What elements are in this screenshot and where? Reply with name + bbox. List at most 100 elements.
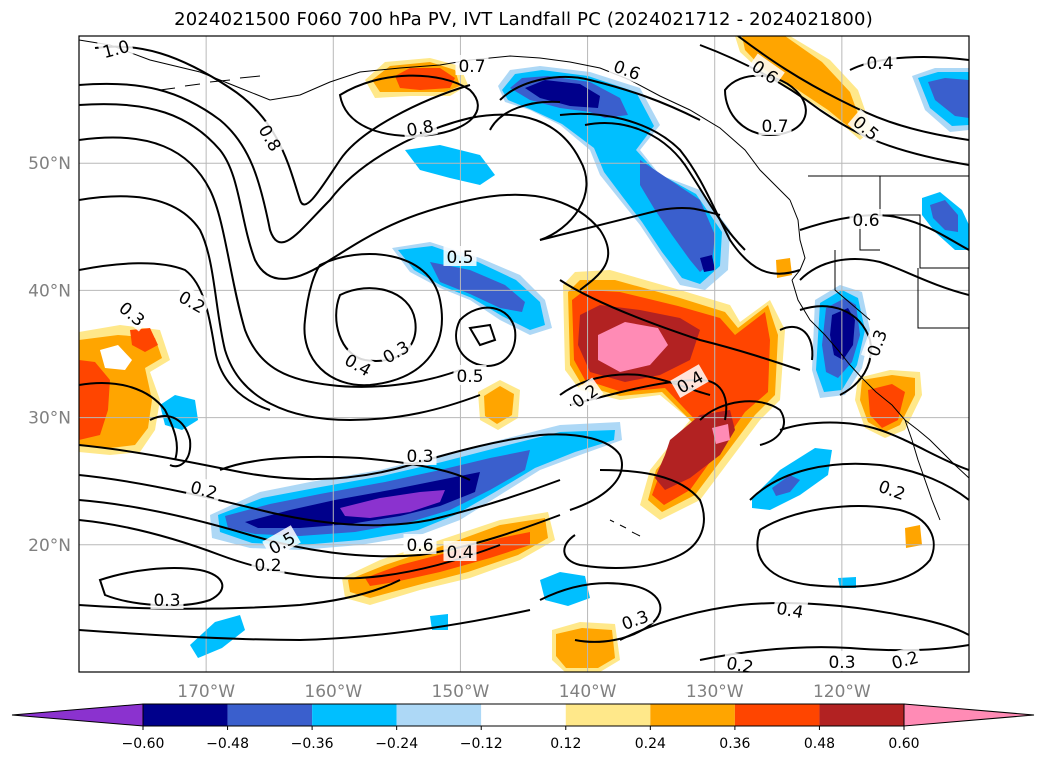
- contour-line: [79, 381, 178, 461]
- coastline-hawaii: [609, 519, 641, 537]
- contour-label-bg: [772, 596, 809, 622]
- contour-label-bg: [722, 651, 759, 672]
- contour-line: [468, 323, 497, 347]
- shade-negative-ne2-mid: [930, 200, 958, 232]
- contour-label-bg: [97, 36, 135, 62]
- contour-label-text: 0.3: [406, 447, 433, 467]
- contour-line: [79, 433, 623, 511]
- contour-label-text: 0.3: [153, 591, 180, 611]
- contour-label-bg: [443, 541, 477, 561]
- lon-tick-label: 120°W: [813, 682, 871, 702]
- contour-label-bg: [863, 52, 897, 72]
- shade-positive-small-a: [905, 525, 922, 548]
- lon-tick-label: 160°W: [304, 682, 362, 702]
- coastline-alaska: [79, 39, 791, 201]
- contour-label-bg: [849, 209, 883, 229]
- contour-label-bg: [150, 589, 184, 609]
- colorbar-segment: [143, 704, 228, 726]
- contour-label-bg: [185, 475, 223, 503]
- contour-label: 0.6: [403, 534, 437, 556]
- contour-label-text: 0.2: [254, 556, 281, 576]
- shade-negative-band-purple: [340, 490, 445, 518]
- contour-line: [98, 567, 224, 607]
- colorbar-segment: [650, 704, 735, 726]
- colorbar-tick-label: −0.48: [206, 736, 249, 752]
- colorbar-tick-label: 0.60: [888, 736, 919, 752]
- contour-label-text: 0.6: [406, 536, 433, 556]
- colorbar-tick-label: 0.12: [550, 736, 581, 752]
- colorbar-outline: [142, 703, 905, 727]
- contour-line: [737, 36, 969, 141]
- contour-label-bg: [825, 651, 859, 671]
- contour-line: [303, 253, 443, 387]
- colorbar-tick-label: 0.36: [719, 736, 750, 752]
- coastline-bc: [789, 199, 806, 281]
- contour-label-bg: [873, 474, 912, 505]
- contour-line: [539, 206, 721, 241]
- shade-negative-north2: [405, 145, 495, 185]
- contour-label-text: 0.3: [828, 653, 855, 673]
- contour-line: [563, 469, 705, 569]
- contour-line: [79, 499, 561, 558]
- colorbar-extend-high: [903, 703, 1035, 727]
- colorbar-segment: [312, 704, 397, 726]
- contour-line: [749, 462, 969, 501]
- contour-label-text: 0.4: [446, 543, 473, 563]
- contour-line: [779, 325, 814, 361]
- contour-label-text: 0.5: [456, 367, 483, 387]
- colorbar-tick-label: −0.60: [122, 736, 165, 752]
- contour-label: 1.0: [97, 36, 135, 63]
- contour-label: 0.5: [443, 246, 477, 268]
- shade-negative-north-mid: [510, 76, 715, 272]
- contour-label-bg: [608, 54, 647, 85]
- shade-negative-cent2-mid: [772, 475, 800, 496]
- contour-label-bg: [615, 604, 654, 635]
- contour-line: [849, 56, 969, 71]
- contour-line: [149, 415, 192, 468]
- contour-label-text: 0.7: [458, 57, 485, 77]
- contour-label: 0.4: [443, 541, 477, 563]
- lat-tick-label: 50°N: [28, 154, 71, 174]
- contour-label-bg: [746, 53, 785, 89]
- contour-line: [699, 400, 785, 446]
- contour-line: [338, 74, 479, 137]
- border-state-lines: [834, 176, 969, 329]
- contour-label: 0.2: [251, 554, 285, 576]
- contour-line: [489, 100, 561, 131]
- colorbar-extend-low: [11, 703, 144, 727]
- contour-label-bg: [455, 55, 489, 75]
- lon-tick-label: 150°W: [432, 682, 490, 702]
- shade-negative-ne-mid: [928, 78, 969, 118]
- shade-negative-tiny2: [838, 577, 856, 588]
- contour-label-bg: [173, 284, 212, 319]
- shade-positive-small-b: [776, 258, 792, 278]
- contour-label-bg: [403, 445, 437, 465]
- contour-line: [79, 579, 401, 610]
- map-panel: 1.00.80.70.80.60.70.6 0.40.50.60.50.3 0.20…: [78, 35, 970, 673]
- colorbar-tick-label: 0.24: [635, 736, 666, 752]
- contour-label-text: 0.8: [405, 117, 435, 141]
- contour-label-bg: [443, 246, 477, 266]
- contour-label-bg: [339, 347, 378, 382]
- contour-label-text: 0.6: [852, 211, 879, 231]
- contour-label: 0.3: [825, 651, 859, 673]
- contour-label-text: 0.4: [866, 54, 893, 74]
- shade-positive-central-pink: [598, 322, 730, 444]
- map-frame: [78, 35, 970, 673]
- contour-label-bg: [376, 334, 415, 369]
- contour-label: 0.7: [758, 115, 792, 137]
- shade-negative-band-dark: [245, 472, 480, 528]
- contour-label: 0.3: [403, 445, 437, 467]
- contour-label-bg: [113, 294, 152, 332]
- contour-label: 0.2: [873, 474, 912, 505]
- shade-positive-north-red: [395, 68, 455, 90]
- contour-line: [539, 582, 662, 643]
- contour-line: [79, 195, 481, 422]
- contour-label: 0.3: [150, 589, 184, 611]
- contour-line: [584, 122, 746, 251]
- contour-line: [699, 644, 969, 661]
- contour-line: [79, 609, 531, 642]
- contour-line: [699, 44, 969, 166]
- lat-tick-label: 40°N: [28, 281, 71, 301]
